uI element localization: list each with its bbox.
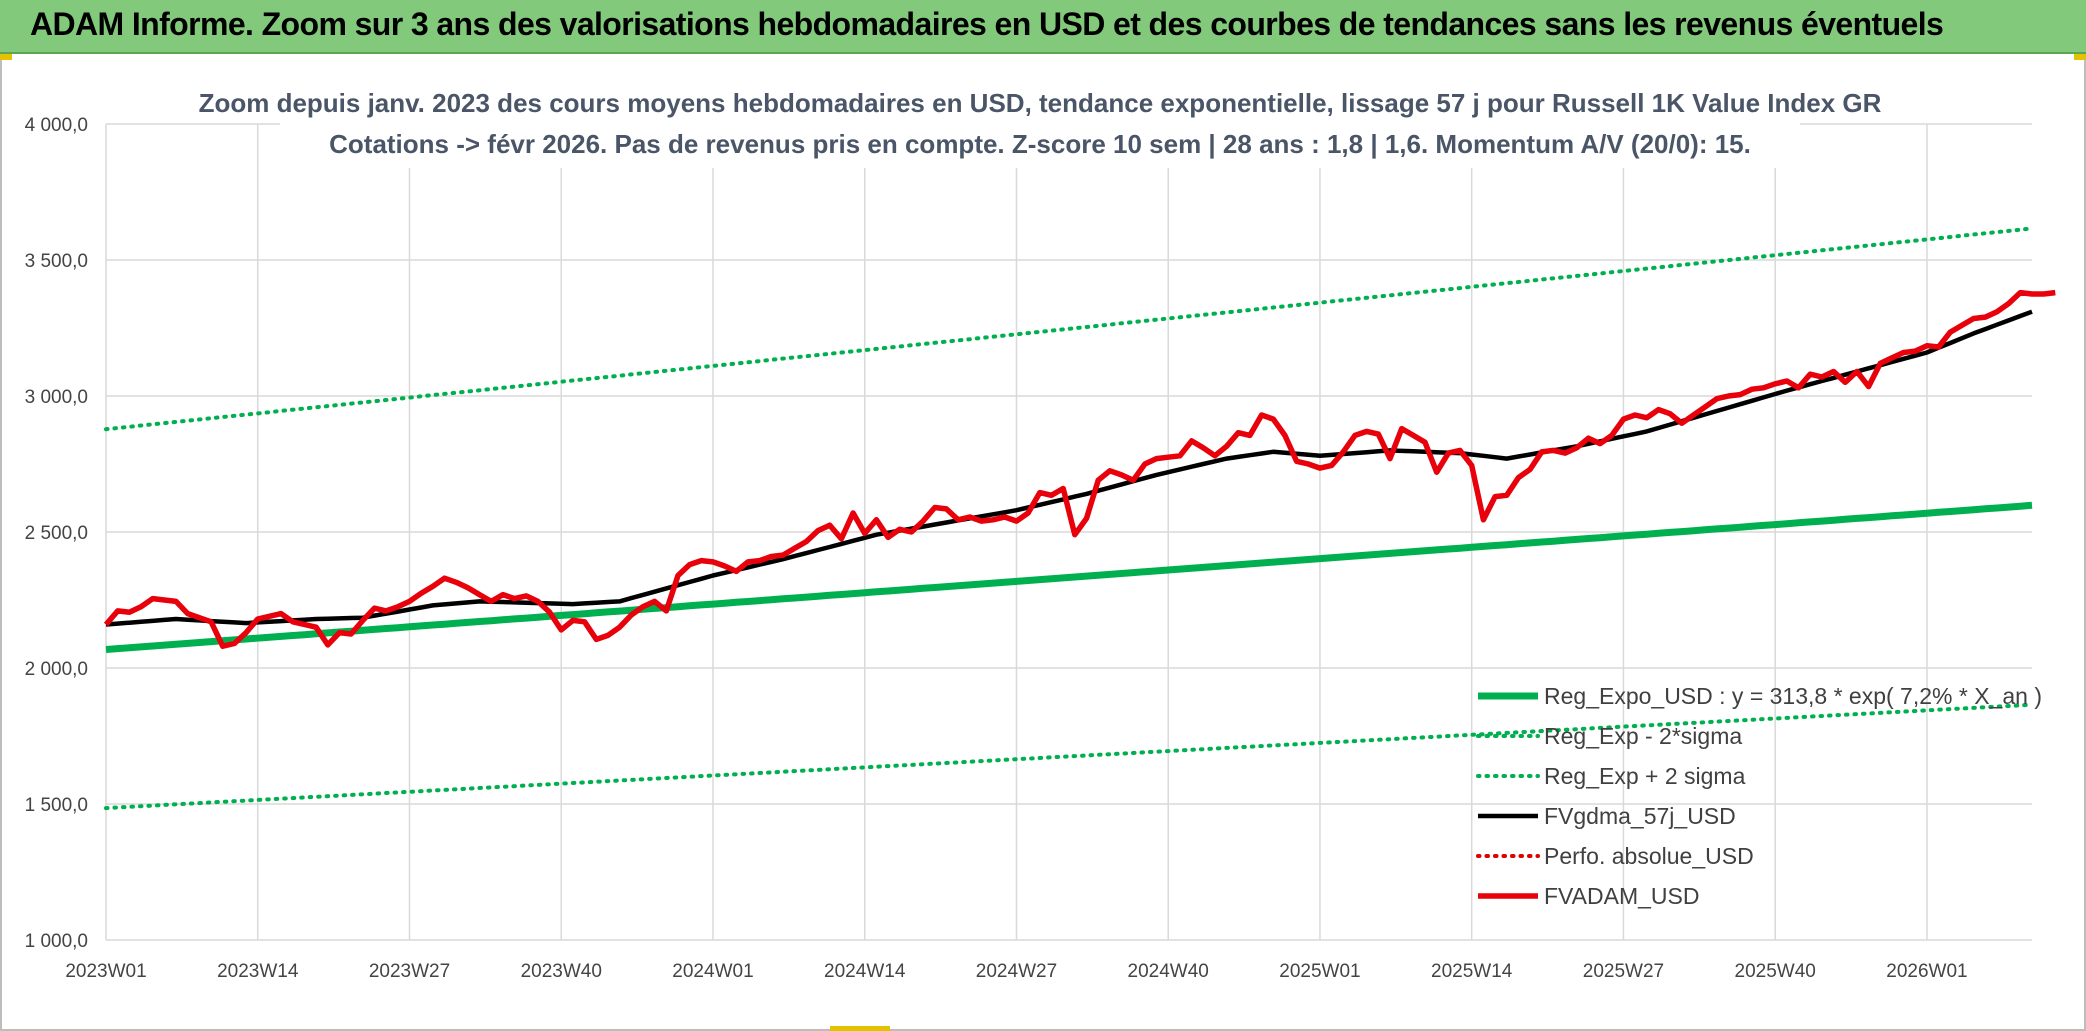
series-line-5 (103, 289, 2056, 649)
y-tick-label: 3 000,0 (25, 387, 88, 408)
x-tick-label: 2025W14 (1431, 961, 1513, 982)
corner-mark-bottom (830, 1026, 890, 1031)
y-tick-label: 1 000,0 (25, 931, 88, 952)
legend-label: Perfo. absolue_USD (1544, 843, 1754, 869)
chart-grid (105, 123, 2032, 941)
series-line-3 (105, 309, 2033, 627)
chart-frame (0, 54, 2086, 1031)
legend-label: Reg_Exp - 2*sigma (1544, 723, 1742, 749)
x-tick-label: 2024W14 (824, 961, 906, 982)
y-axis-ticks: 1 000,0 1 500,0 2 000,0 2 500,0 3 000,0 3 500… (25, 115, 88, 952)
chart-series (103, 226, 2056, 811)
x-tick-label: 2024W40 (1128, 961, 1209, 982)
corner-mark-top-right (2074, 54, 2086, 60)
corner-mark-top-left (0, 54, 12, 60)
chart-title-line2: Cotations -> févr 2026. Pas de revenus p… (329, 129, 1751, 159)
chart-legend: Reg_Expo_USD : y = 313,8 * exp( 7,2% * X… (1476, 683, 2042, 909)
x-tick-label: 2025W01 (1279, 961, 1360, 982)
x-tick-label: 2023W27 (369, 961, 450, 982)
legend-label: FVgdma_57j_USD (1544, 803, 1736, 829)
x-tick-label: 2024W27 (976, 961, 1057, 982)
legend-label: Reg_Exp + 2 sigma (1544, 763, 1746, 789)
x-tick-label: 2023W40 (521, 961, 602, 982)
x-tick-label: 2026W01 (1886, 961, 1967, 982)
chart-title-background (280, 80, 1800, 168)
y-tick-label: 4 000,0 (25, 115, 88, 136)
x-tick-label: 2023W01 (65, 961, 146, 982)
series-line-0 (105, 501, 2033, 653)
x-tick-label: 2025W40 (1735, 961, 1816, 982)
chart-title-line1: Zoom depuis janv. 2023 des cours moyens … (199, 88, 1882, 118)
x-tick-label: 2025W27 (1583, 961, 1664, 982)
y-tick-label: 1 500,0 (25, 795, 88, 816)
legend-label: Reg_Expo_USD : y = 313,8 * exp( 7,2% * X… (1544, 683, 2042, 709)
x-tick-label: 2023W14 (217, 961, 299, 982)
y-tick-label: 3 500,0 (25, 251, 88, 272)
x-tick-label: 2024W01 (672, 961, 753, 982)
x-axis-ticks: 2023W01 2023W14 2023W27 2023W40 2024W01 2024W… (65, 961, 1967, 982)
report-title: ADAM Informe. Zoom sur 3 ans des valoris… (30, 6, 1944, 42)
series-line-2 (104, 226, 2034, 432)
y-tick-label: 2 500,0 (25, 523, 88, 544)
chart-title-group: Zoom depuis janv. 2023 des cours moyens … (199, 80, 1882, 168)
series-line-1 (104, 702, 2034, 811)
report-banner: ADAM Informe. Zoom sur 3 ans des valoris… (0, 0, 2086, 54)
legend-label: FVADAM_USD (1544, 883, 1700, 909)
y-tick-label: 2 000,0 (25, 659, 88, 680)
